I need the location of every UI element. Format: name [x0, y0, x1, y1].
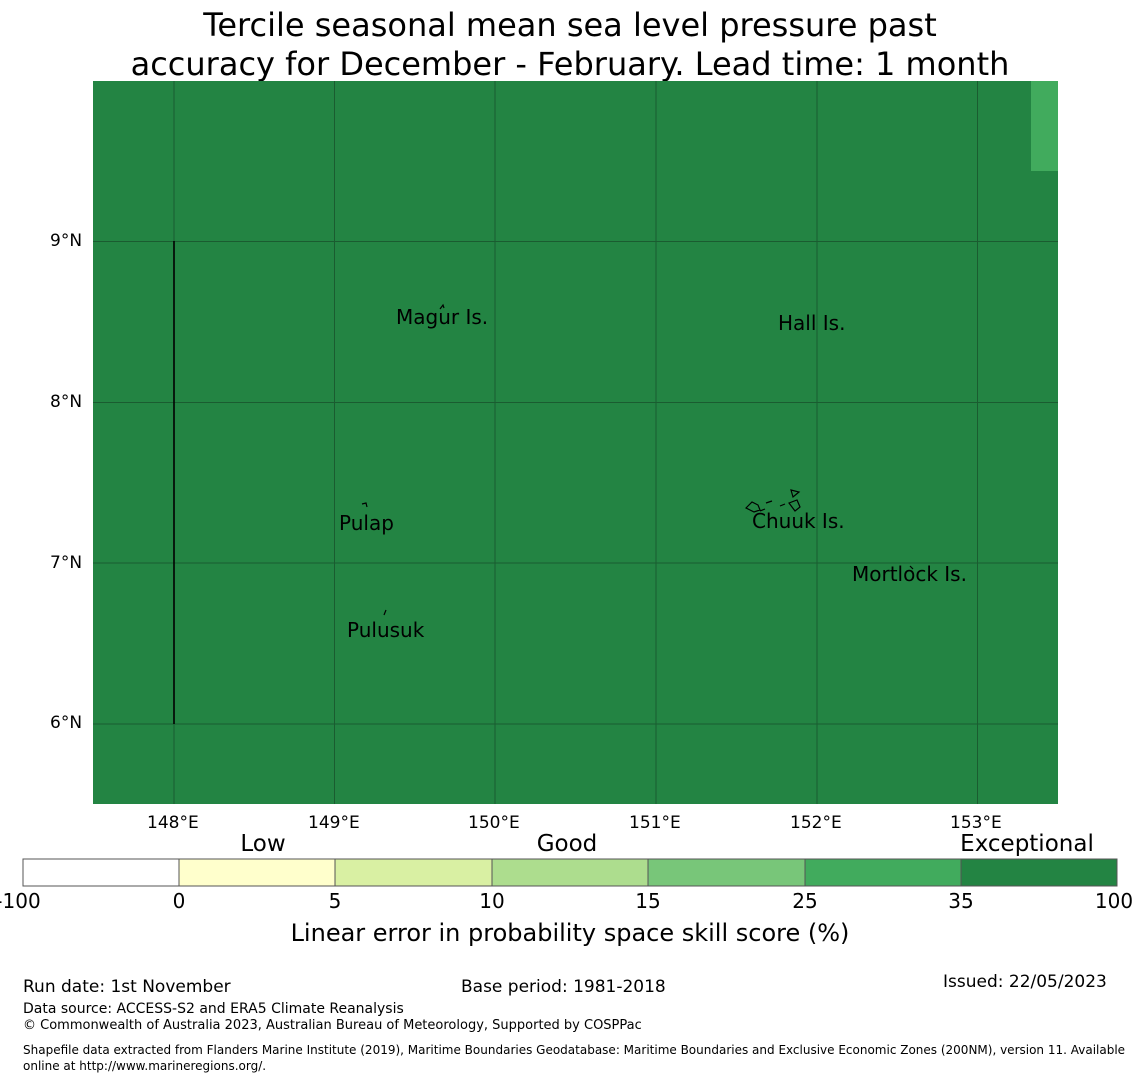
colorbar-segment-6: [804, 858, 962, 887]
magur-island-outline: [439, 303, 445, 310]
colorbar: [22, 858, 1118, 887]
lat-label-7n: 7°N: [50, 553, 83, 573]
lat-label-6n: 6°N: [50, 713, 83, 733]
colorbar-category-low: Low: [240, 831, 286, 857]
colorbar-segment-4: [491, 858, 649, 887]
lon-label-149e: 149°E: [308, 813, 360, 833]
copyright: © Commonwealth of Australia 2023, Austra…: [23, 1018, 642, 1033]
colorbar-tick-label: 35: [948, 889, 974, 913]
colorbar-segment-7: [960, 858, 1118, 887]
colorbar-segment-2: [178, 858, 336, 887]
colorbar-tick-label: 25: [792, 889, 818, 913]
colorbar-category-exceptional: Exceptional: [960, 831, 1094, 857]
colorbar-tick-label: 5: [328, 889, 342, 913]
place-label-chuuk: Chuuk Is.: [752, 509, 845, 533]
data-source: Data source: ACCESS-S2 and ERA5 Climate …: [23, 1001, 404, 1017]
colorbar-segment-5: [647, 858, 806, 887]
colorbar-tick-label: 0: [172, 889, 186, 913]
place-label-magur: Magur Is.: [396, 305, 489, 329]
pulap-island-outline: [361, 502, 368, 508]
skill-field: [93, 81, 1058, 804]
place-label-hall: Hall Is.: [778, 311, 846, 335]
map-title-line-2: accuracy for December - February. Lead t…: [130, 45, 1010, 83]
lon-label-153e: 153°E: [950, 813, 1002, 833]
colorbar-segment-3: [334, 858, 493, 887]
place-label-pulap: Pulap: [339, 511, 394, 535]
issued-date: Issued: 22/05/2023: [943, 972, 1107, 992]
place-label-mortlock: Mortlock Is.: [852, 562, 967, 586]
base-period: Base period: 1981-2018: [461, 977, 666, 997]
pulusuk-island-outline: [383, 609, 387, 616]
chuuk-lagoon-outline: [744, 489, 801, 513]
lon-label-151e: 151°E: [629, 813, 681, 833]
colorbar-tick-label: 100: [1094, 889, 1134, 913]
mortlock-island-outline: [909, 565, 914, 570]
colorbar-tick-label: 15: [635, 889, 661, 913]
map-title-line-1: Tercile seasonal mean sea level pressure…: [203, 6, 937, 44]
lon-label-152e: 152°E: [790, 813, 842, 833]
lon-label-150e: 150°E: [468, 813, 520, 833]
skill-field-cell-light: [1031, 81, 1058, 171]
colorbar-tick-label: 10: [479, 889, 505, 913]
lat-label-9n: 9°N: [50, 231, 83, 251]
place-label-pulusuk: Pulusuk: [347, 618, 425, 642]
lon-label-148e: 148°E: [147, 813, 199, 833]
graticule: [93, 81, 1058, 804]
lat-label-8n: 8°N: [50, 392, 83, 412]
shapefile-attribution: Shapefile data extracted from Flanders M…: [23, 1043, 1126, 1073]
colorbar-label: Linear error in probability space skill …: [290, 919, 850, 947]
run-date: Run date: 1st November: [23, 977, 231, 997]
colorbar-segment-1: [22, 858, 180, 887]
colorbar-tick-label: -100: [0, 889, 41, 913]
colorbar-category-good: Good: [536, 831, 598, 857]
